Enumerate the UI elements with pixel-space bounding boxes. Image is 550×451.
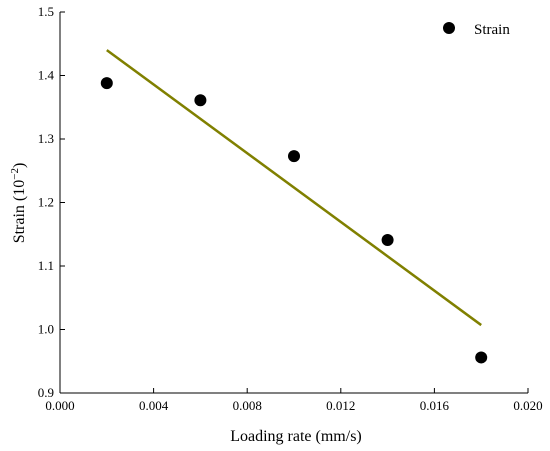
- fit-line: [106, 49, 482, 327]
- legend-label: Strain: [474, 22, 510, 38]
- data-point: [381, 233, 394, 246]
- data-point: [100, 77, 113, 90]
- x-tick-label: 0.016: [420, 398, 450, 413]
- data-point: [475, 351, 488, 364]
- axes: [59, 12, 528, 394]
- y-tick-label: 1.5: [38, 4, 54, 19]
- y-axis-title: Strain (10−2): [9, 163, 28, 244]
- x-tick-label: 0.008: [233, 398, 262, 413]
- ticks: 0.000 0.004 0.008 0.012 0.016 0.020 0.9 1.0 1.1 1…: [38, 4, 543, 413]
- data-points: [100, 77, 488, 364]
- x-tick-label: 0.020: [513, 398, 542, 413]
- y-axis-title-close: ): [11, 163, 28, 168]
- y-tick-label: 1.3: [38, 131, 54, 146]
- legend: Strain: [443, 22, 510, 38]
- legend-marker: [443, 22, 455, 34]
- x-tick-label: 0.012: [326, 398, 355, 413]
- data-point: [288, 150, 300, 163]
- y-tick-label: 1.0: [38, 322, 54, 337]
- x-tick-label: 0.000: [45, 398, 74, 413]
- y-tick-label: 1.2: [38, 195, 54, 210]
- y-axis-title-main: Strain (10: [11, 180, 28, 244]
- x-tick-label: 0.004: [139, 398, 169, 413]
- data-point: [194, 94, 207, 107]
- y-axis-title-exponent: −2: [9, 168, 21, 180]
- y-tick-label: 1.1: [38, 258, 54, 273]
- y-tick-label: 0.9: [38, 385, 54, 400]
- fit-line-group: [106, 49, 482, 327]
- y-tick-label: 1.4: [38, 68, 55, 83]
- x-axis-title: Loading rate (mm/s): [230, 428, 362, 445]
